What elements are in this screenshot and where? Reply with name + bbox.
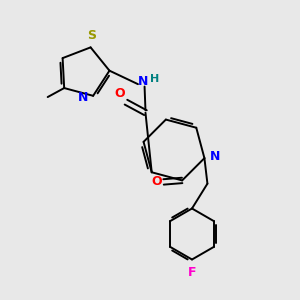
Text: S: S: [88, 29, 97, 42]
Text: N: N: [138, 75, 148, 88]
Text: O: O: [152, 176, 162, 188]
Text: N: N: [78, 91, 88, 104]
Text: N: N: [210, 150, 220, 163]
Text: H: H: [150, 74, 159, 84]
Text: O: O: [115, 87, 125, 100]
Text: F: F: [188, 266, 196, 279]
